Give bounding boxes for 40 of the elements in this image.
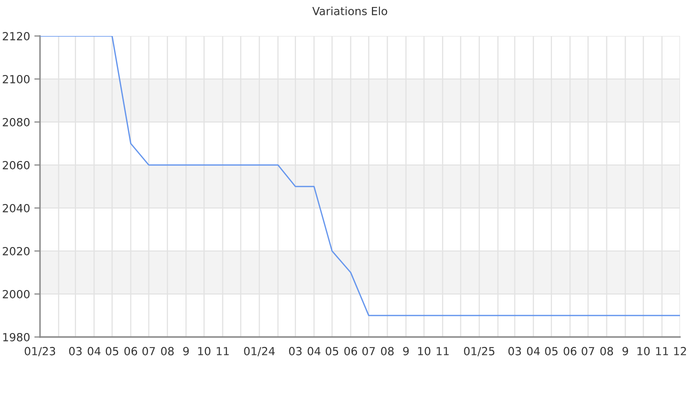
y-tick-label: 2020 [2,246,30,256]
x-tick-label: 06 [344,346,358,356]
x-tick-label: 07 [582,346,594,356]
y-tick-label: 2100 [2,74,30,84]
x-tick-label: 05 [106,346,118,356]
x-tick-label: 10 [198,346,210,356]
x-tick-label: 04 [88,346,101,356]
y-tick-label: 2080 [2,118,30,126]
x-tick-label: 03 [508,346,521,356]
x-tick-label: 05 [545,346,558,356]
x-tick-label: 10 [637,346,650,356]
x-tick-label: 9 [622,346,628,356]
x-tick-label: 9 [403,346,409,356]
y-tick-label: 2040 [2,204,30,212]
y-tick-label: 2000 [2,290,30,298]
x-tick-label: 03 [289,346,302,356]
x-tick-label: 11 [436,347,449,356]
x-tick-label: 05 [326,346,338,356]
x-tick-label: 9 [183,346,189,356]
x-tick-label: 04 [308,346,320,356]
y-tick-label: 1980 [3,332,30,342]
x-tick-label: 01/24 [244,346,275,356]
x-tick-label: 07 [142,346,155,356]
x-tick-label: 03 [69,346,82,356]
y-tick-label: 2060 [2,160,30,170]
x-tick-label: 08 [381,346,394,356]
x-tick-label: 06 [124,346,138,356]
x-tick-label: 01/25 [464,346,494,356]
x-tick-label: 01/23 [24,346,56,356]
x-tick-label: 04 [527,346,540,356]
x-tick-label: 10 [418,346,430,356]
x-tick-label: 07 [362,346,375,356]
x-tick-label: 06 [564,346,576,356]
x-tick-label: 11 [656,347,668,356]
x-tick-label: 08 [600,346,613,356]
x-tick-label: 08 [161,346,174,356]
x-tick-label: 12 [674,346,686,356]
chart-title: Variations Elo [312,6,388,16]
x-tick-label: 11 [216,347,229,356]
y-tick-label: 2120 [2,32,30,40]
